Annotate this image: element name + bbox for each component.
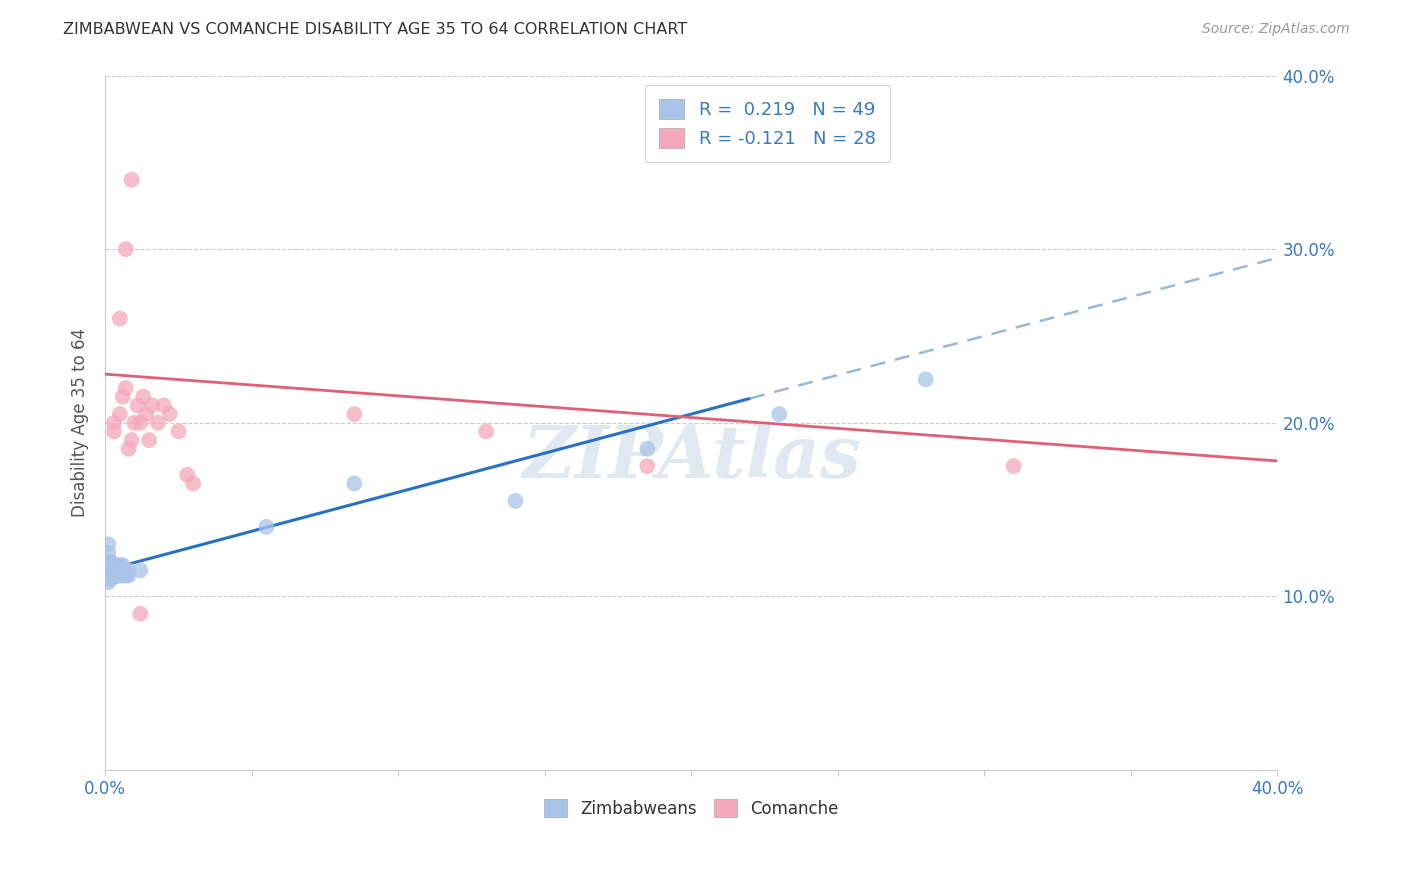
Point <box>111 390 134 404</box>
Point <box>100 568 122 582</box>
Point <box>768 407 790 421</box>
Point <box>105 558 128 573</box>
Point <box>97 563 120 577</box>
Point <box>103 558 125 573</box>
Point <box>103 416 125 430</box>
Point <box>97 563 120 577</box>
Point <box>159 407 181 421</box>
Text: Source: ZipAtlas.com: Source: ZipAtlas.com <box>1202 22 1350 37</box>
Point <box>343 476 366 491</box>
Point <box>129 416 152 430</box>
Point <box>505 494 527 508</box>
Point <box>636 442 658 456</box>
Point <box>100 568 122 582</box>
Point <box>167 425 190 439</box>
Point <box>118 563 141 577</box>
Point <box>100 558 122 573</box>
Point <box>114 242 136 256</box>
Text: ZIPAtlas: ZIPAtlas <box>522 422 860 493</box>
Point <box>118 442 141 456</box>
Point <box>111 558 134 573</box>
Point <box>100 563 122 577</box>
Point <box>97 546 120 560</box>
Point <box>108 407 131 421</box>
Point <box>103 558 125 573</box>
Point <box>103 568 125 582</box>
Point <box>103 563 125 577</box>
Point <box>132 390 155 404</box>
Point <box>127 398 149 412</box>
Point <box>97 568 120 582</box>
Point <box>103 568 125 582</box>
Point <box>343 407 366 421</box>
Point <box>111 563 134 577</box>
Point <box>97 537 120 551</box>
Point <box>97 575 120 590</box>
Point <box>475 425 498 439</box>
Point <box>100 572 122 586</box>
Point <box>100 555 122 569</box>
Point <box>97 555 120 569</box>
Point <box>176 467 198 482</box>
Point <box>97 558 120 573</box>
Point <box>124 416 146 430</box>
Point <box>105 568 128 582</box>
Point <box>105 563 128 577</box>
Text: ZIMBABWEAN VS COMANCHE DISABILITY AGE 35 TO 64 CORRELATION CHART: ZIMBABWEAN VS COMANCHE DISABILITY AGE 35… <box>63 22 688 37</box>
Point <box>129 607 152 621</box>
Point <box>181 476 204 491</box>
Point <box>254 520 277 534</box>
Point <box>114 563 136 577</box>
Point <box>135 407 157 421</box>
Legend: Zimbabweans, Comanche: Zimbabweans, Comanche <box>537 792 845 824</box>
Y-axis label: Disability Age 35 to 64: Disability Age 35 to 64 <box>72 328 89 517</box>
Point <box>100 563 122 577</box>
Point <box>121 172 143 186</box>
Point <box>97 563 120 577</box>
Point <box>103 563 125 577</box>
Point <box>146 416 169 430</box>
Point <box>114 568 136 582</box>
Point <box>108 563 131 577</box>
Point <box>108 568 131 582</box>
Point <box>121 433 143 447</box>
Point <box>105 563 128 577</box>
Point <box>103 563 125 577</box>
Point <box>1002 459 1025 474</box>
Point <box>103 425 125 439</box>
Point <box>129 563 152 577</box>
Point <box>636 459 658 474</box>
Point <box>118 568 141 582</box>
Point <box>914 372 936 386</box>
Point <box>100 563 122 577</box>
Point <box>141 398 163 412</box>
Point <box>108 563 131 577</box>
Point <box>153 398 176 412</box>
Point <box>108 311 131 326</box>
Point <box>100 558 122 573</box>
Point <box>138 433 160 447</box>
Point <box>108 558 131 573</box>
Point <box>111 568 134 582</box>
Point <box>97 555 120 569</box>
Point <box>114 381 136 395</box>
Point <box>105 568 128 582</box>
